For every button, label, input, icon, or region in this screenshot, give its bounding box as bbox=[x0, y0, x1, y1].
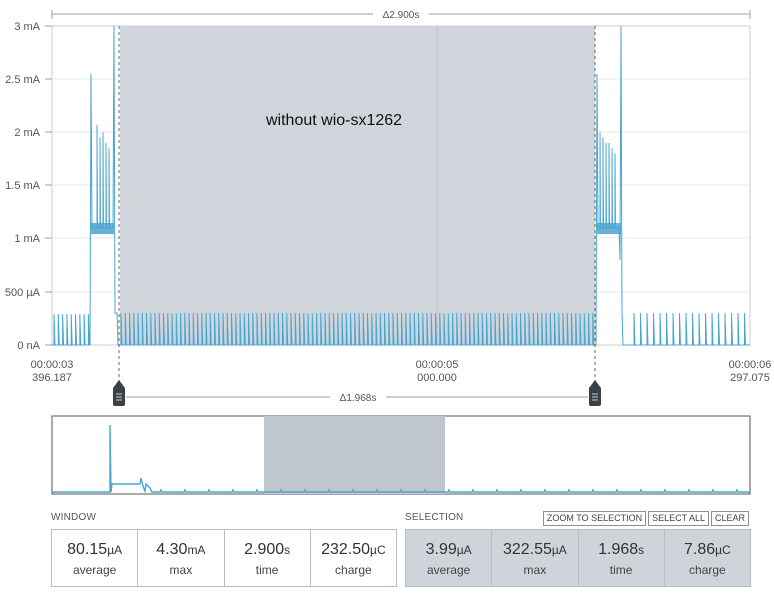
minimap[interactable] bbox=[51, 415, 751, 495]
selection-label: SELECTION bbox=[405, 512, 464, 523]
delta-top-label: Δ2.900s bbox=[383, 10, 420, 21]
minimap-window-region[interactable] bbox=[264, 416, 445, 494]
window-charge: 232.50µC charge bbox=[321, 540, 386, 577]
selection-time: 1.968s time bbox=[579, 530, 665, 586]
window-stats: 80.15µA average 4.30mA max 2.900s time 2… bbox=[51, 529, 397, 587]
x-tick-label: 297.075 bbox=[730, 372, 770, 384]
window-label: WINDOW bbox=[51, 512, 97, 523]
y-tick-label: 3 mA bbox=[14, 21, 40, 33]
active-band-left bbox=[91, 223, 114, 234]
selection-region[interactable] bbox=[120, 26, 595, 345]
active-band-right bbox=[597, 223, 621, 234]
delta-bottom-label: Δ1.968s bbox=[340, 393, 377, 404]
y-tick-label: 1 mA bbox=[14, 233, 40, 245]
selection-max: 322.55µA max bbox=[492, 530, 579, 586]
left-cursor-handle[interactable] bbox=[113, 380, 125, 406]
x-tick-label: 00:00:06 bbox=[729, 359, 772, 371]
x-tick-label: 396.187 bbox=[32, 372, 72, 384]
zoom-to-selection-button[interactable]: ZOOM TO SELECTION bbox=[542, 511, 647, 526]
delta-bottom-indicator: Δ1.968s bbox=[126, 390, 588, 404]
window-max: 4.30mA max bbox=[138, 530, 225, 586]
select-all-button[interactable]: SELECT ALL bbox=[648, 511, 709, 526]
window-average: 80.15µA average bbox=[52, 530, 139, 586]
window-time: 2.900s time bbox=[225, 530, 311, 586]
x-tick-label: 00:00:03 bbox=[31, 359, 74, 371]
selection-actions: ZOOM TO SELECTION SELECT ALL CLEAR bbox=[542, 511, 749, 526]
right-cursor-handle[interactable] bbox=[589, 380, 601, 406]
x-tick-label: 00:00:05 bbox=[416, 359, 459, 371]
y-tick-label: 2 mA bbox=[14, 127, 40, 139]
main-chart[interactable]: Δ2.900s 3 mA 2.5 mA 2 mA 1.5 mA 1 mA 500… bbox=[0, 0, 774, 510]
x-tick-label: 000.000 bbox=[417, 372, 457, 384]
y-tick-label: 2.5 mA bbox=[5, 74, 41, 86]
minimap-trace bbox=[52, 424, 750, 494]
selection-stats: 3.99µA average 322.55µA max 1.968s time … bbox=[405, 529, 751, 587]
y-tick-label: 1.5 mA bbox=[5, 180, 41, 192]
annotation-text: without wio-sx1262 bbox=[265, 112, 402, 129]
delta-top-indicator: Δ2.900s bbox=[51, 7, 751, 21]
y-tick-label: 500 µA bbox=[5, 287, 41, 299]
selection-average: 3.99µA average bbox=[406, 530, 493, 586]
y-tick-label: 0 nA bbox=[17, 340, 40, 352]
selection-charge: 7.86µC charge bbox=[684, 540, 731, 577]
clear-button[interactable]: CLEAR bbox=[710, 511, 749, 526]
